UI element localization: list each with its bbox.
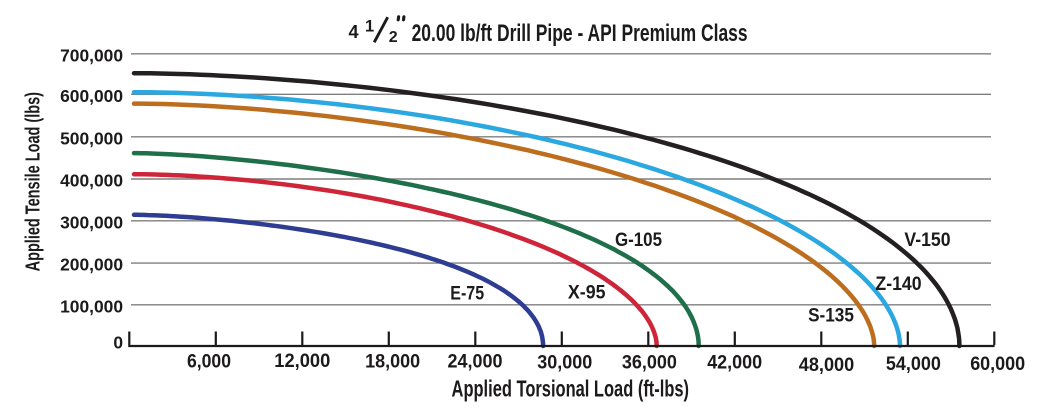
svg-text:Applied Torsional Load (ft-lbs: Applied Torsional Load (ft-lbs): [452, 376, 690, 402]
svg-text:400,000: 400,000: [60, 171, 123, 191]
svg-text:600,000: 600,000: [60, 86, 123, 106]
svg-text:300,000: 300,000: [60, 212, 123, 232]
svg-text:G-105: G-105: [615, 230, 662, 251]
svg-text:0: 0: [113, 333, 123, 353]
svg-text:54,000: 54,000: [886, 353, 941, 375]
svg-text:Applied Tensile Load (lbs): Applied Tensile Load (lbs): [23, 92, 45, 271]
svg-text:E-75: E-75: [450, 284, 484, 305]
svg-text:12,000: 12,000: [274, 350, 330, 372]
svg-text:700,000: 700,000: [60, 45, 123, 65]
svg-text:36,000: 36,000: [622, 351, 677, 373]
svg-text:48,000: 48,000: [799, 354, 855, 376]
svg-text:60,000: 60,000: [970, 353, 1025, 375]
svg-text:24,000: 24,000: [448, 351, 503, 373]
svg-text:1: 1: [365, 18, 374, 36]
svg-text:V-150: V-150: [904, 230, 950, 251]
svg-text:500,000: 500,000: [60, 128, 123, 148]
svg-text:18,000: 18,000: [365, 351, 420, 373]
svg-text:X-95: X-95: [568, 283, 606, 304]
svg-text:6,000: 6,000: [187, 351, 231, 373]
svg-text:42,000: 42,000: [707, 352, 762, 374]
svg-text:4: 4: [349, 22, 359, 42]
svg-text:30,000: 30,000: [537, 351, 592, 373]
svg-text:100,000: 100,000: [60, 296, 123, 316]
svg-text:S-135: S-135: [808, 306, 854, 327]
svg-text:2: 2: [389, 29, 398, 46]
svg-text:Z-140: Z-140: [875, 274, 921, 295]
svg-text:20.00 lb/ft Drill Pipe - API P: 20.00 lb/ft Drill Pipe - API Premium Cla…: [412, 20, 748, 47]
svg-text:200,000: 200,000: [60, 255, 123, 275]
